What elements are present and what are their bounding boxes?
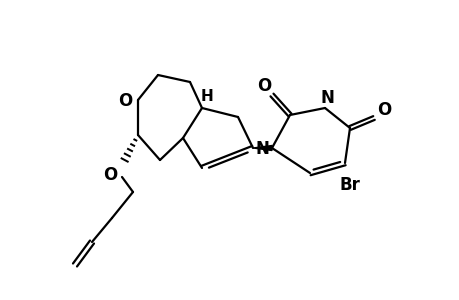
Polygon shape — [252, 146, 271, 151]
Text: O: O — [118, 92, 132, 110]
Text: N: N — [319, 89, 333, 107]
Text: H: H — [200, 88, 213, 104]
Text: Br: Br — [339, 176, 360, 194]
Text: N: N — [254, 140, 269, 158]
Text: O: O — [376, 101, 390, 119]
Text: O: O — [103, 166, 117, 184]
Text: O: O — [256, 77, 270, 95]
